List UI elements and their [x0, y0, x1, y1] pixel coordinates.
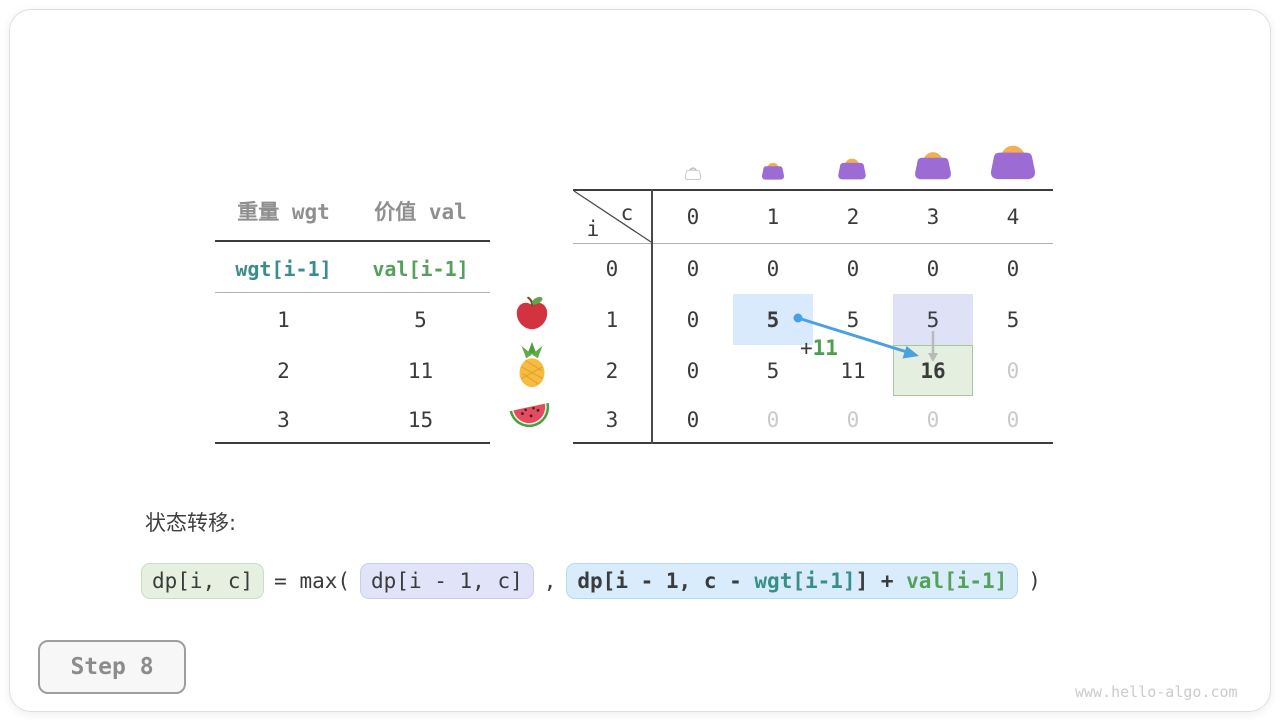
dp-col-header-1: 1	[766, 204, 780, 229]
item-3-weight: 3	[277, 407, 290, 432]
dp-cell-i2-c4: 0	[1006, 358, 1020, 383]
formula-close-paren: )	[1028, 569, 1041, 593]
formula-arg1-box: dp[i - 1, c]	[360, 563, 534, 599]
item-1-value: 5	[414, 307, 427, 332]
dp-cell-i2-c3-result-highlight: 16	[893, 345, 973, 396]
item-1-weight: 1	[277, 307, 290, 332]
dp-col-header-3: 3	[926, 204, 940, 229]
dp-row-header-0: 0	[605, 256, 619, 281]
formula-arg2-mid: ] +	[855, 569, 907, 593]
items-header-value: 价值 val	[374, 200, 467, 224]
plus-sign: +	[800, 336, 813, 360]
formula-arg2-val: val[i-1]	[906, 569, 1008, 593]
items-table-rule-mid	[215, 292, 490, 293]
formula-arg2-wgt: wgt[i-1]	[754, 569, 856, 593]
dp-cell-i3-c0: 0	[686, 407, 700, 432]
dp-table-rule-header	[573, 243, 1053, 244]
dp-corner-row-label: i	[586, 217, 600, 241]
formula-arg2-box: dp[i - 1, c - wgt[i-1]] + val[i-1]	[566, 563, 1019, 599]
dp-cell-i0-c1: 0	[766, 256, 780, 281]
state-transition-label: 状态转移:	[145, 511, 237, 535]
items-header-weight: 重量 wgt	[237, 200, 330, 224]
dp-cell-i1-c3-compare-highlight: 5	[893, 294, 973, 345]
dp-table-rule-vertical	[651, 189, 653, 444]
dp-cell-i0-c3: 0	[926, 256, 940, 281]
dp-cell-i3-c3: 0	[926, 407, 940, 432]
dp-col-header-2: 2	[846, 204, 860, 229]
dp-cell-i3-c4: 0	[1006, 407, 1020, 432]
state-transition-formula: dp[i, c] = max( dp[i - 1, c] , dp[i - 1,…	[135, 560, 1045, 602]
formula-comma: ,	[543, 569, 557, 593]
watermark: www.hello-algo.com	[1075, 683, 1238, 701]
formula-arg2-prefix: dp[i - 1, c -	[577, 569, 755, 593]
added-value: 11	[812, 336, 838, 360]
dp-table-rule-top	[573, 189, 1053, 191]
pineapple-icon	[511, 341, 553, 389]
dp-row-header-3: 3	[605, 407, 619, 432]
formula-lhs-box: dp[i, c]	[141, 563, 265, 599]
transition-add-annotation: + 11	[800, 336, 838, 360]
bag-ghost-icon	[684, 162, 702, 180]
bag-small-icon	[760, 156, 786, 180]
dp-cell-i0-c4: 0	[1006, 256, 1020, 281]
bag-large-icon	[912, 141, 954, 180]
dp-cell-i1-c0: 0	[686, 307, 700, 332]
dp-col-header-0: 0	[686, 204, 700, 229]
dp-cell-i2-c0: 0	[686, 358, 700, 383]
dp-cell-i3-c2: 0	[846, 407, 860, 432]
dp-cell-i1-c4: 5	[1006, 307, 1020, 332]
dp-row-header-2: 2	[605, 358, 619, 383]
items-formula-val: val[i-1]	[372, 256, 469, 281]
step-badge-label: Step 8	[70, 654, 154, 680]
item-3-value: 15	[407, 407, 434, 432]
dp-row-header-1: 1	[605, 307, 619, 332]
item-2-value: 11	[407, 358, 434, 383]
dp-cell-i3-c1: 0	[766, 407, 780, 432]
watermelon-icon	[506, 396, 554, 438]
bag-medium-icon	[836, 150, 868, 180]
dp-cell-i2-c1: 5	[766, 358, 780, 383]
step-badge: Step 8	[38, 640, 186, 694]
items-formula-wgt: wgt[i-1]	[235, 256, 332, 281]
dp-cell-i0-c2: 0	[846, 256, 860, 281]
bag-xlarge-icon	[987, 132, 1039, 180]
dp-cell-i2-c2: 11	[840, 358, 866, 383]
dp-cell-i0-c0: 0	[686, 256, 700, 281]
apple-icon	[512, 293, 552, 333]
dp-col-header-4: 4	[1006, 204, 1020, 229]
dp-table-rule-bottom	[573, 442, 1053, 444]
dp-corner-col-label: c	[620, 201, 634, 225]
formula-equals-max: = max(	[274, 569, 351, 593]
items-table-rule-bottom	[215, 442, 490, 444]
item-2-weight: 2	[277, 358, 290, 383]
items-table-rule-top	[215, 240, 490, 242]
